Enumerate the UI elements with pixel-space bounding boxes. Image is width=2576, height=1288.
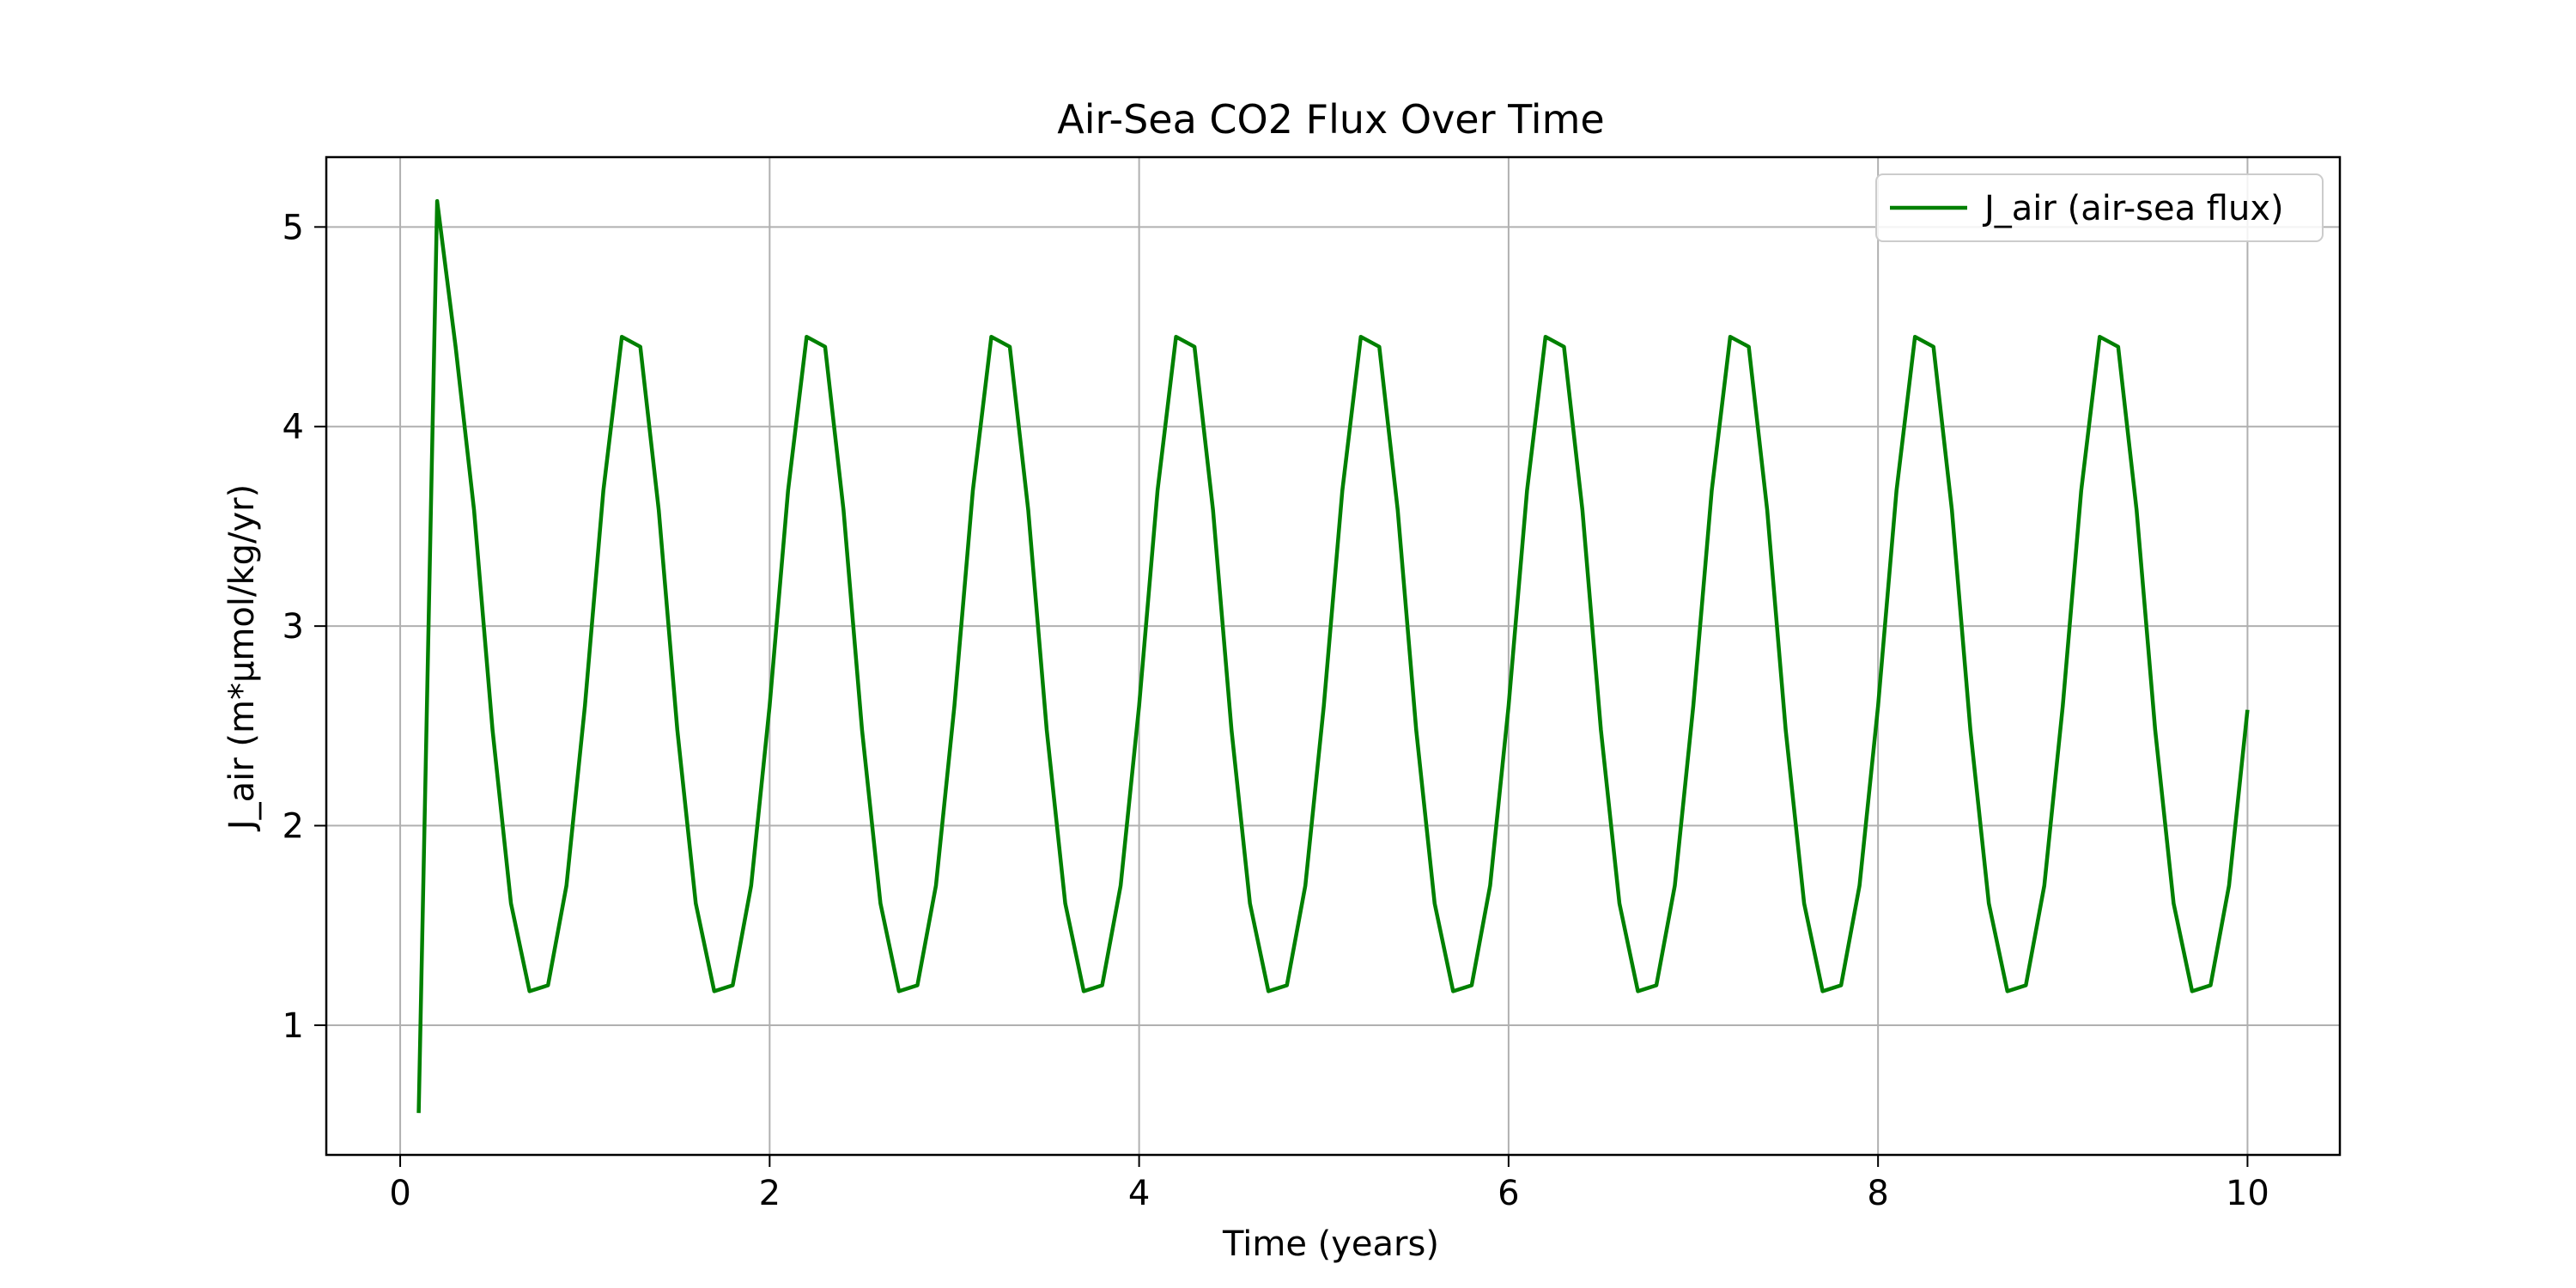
legend: J_air (air-sea flux) (1875, 173, 2324, 242)
y-tick-label: 5 (283, 208, 304, 247)
y-tick-label: 1 (283, 1006, 304, 1046)
series-line-j-air (416, 198, 2250, 1114)
x-tick-label: 0 (389, 1174, 410, 1213)
x-tick-label: 10 (2226, 1174, 2269, 1213)
legend-box (1875, 173, 2324, 242)
x-tick-label: 2 (759, 1174, 781, 1213)
y-tick-label: 2 (283, 807, 304, 847)
x-tick-label: 8 (1867, 1174, 1888, 1213)
series-lines (416, 198, 2250, 1114)
x-axis-label: Time (years) (1222, 1224, 1439, 1264)
plot-area-frame (325, 155, 2342, 1157)
x-tick-label: 6 (1498, 1174, 1519, 1213)
chart-title: Air-Sea CO2 Flux Over Time (1057, 96, 1604, 143)
legend-label: J_air (air-sea flux) (1982, 189, 2284, 228)
y-tick-label: 3 (283, 607, 304, 647)
y-tick-label: 4 (283, 408, 304, 447)
y-axis-label: J_air (m*µmol/kg/yr) (222, 484, 262, 832)
x-tick-label: 4 (1128, 1174, 1150, 1213)
